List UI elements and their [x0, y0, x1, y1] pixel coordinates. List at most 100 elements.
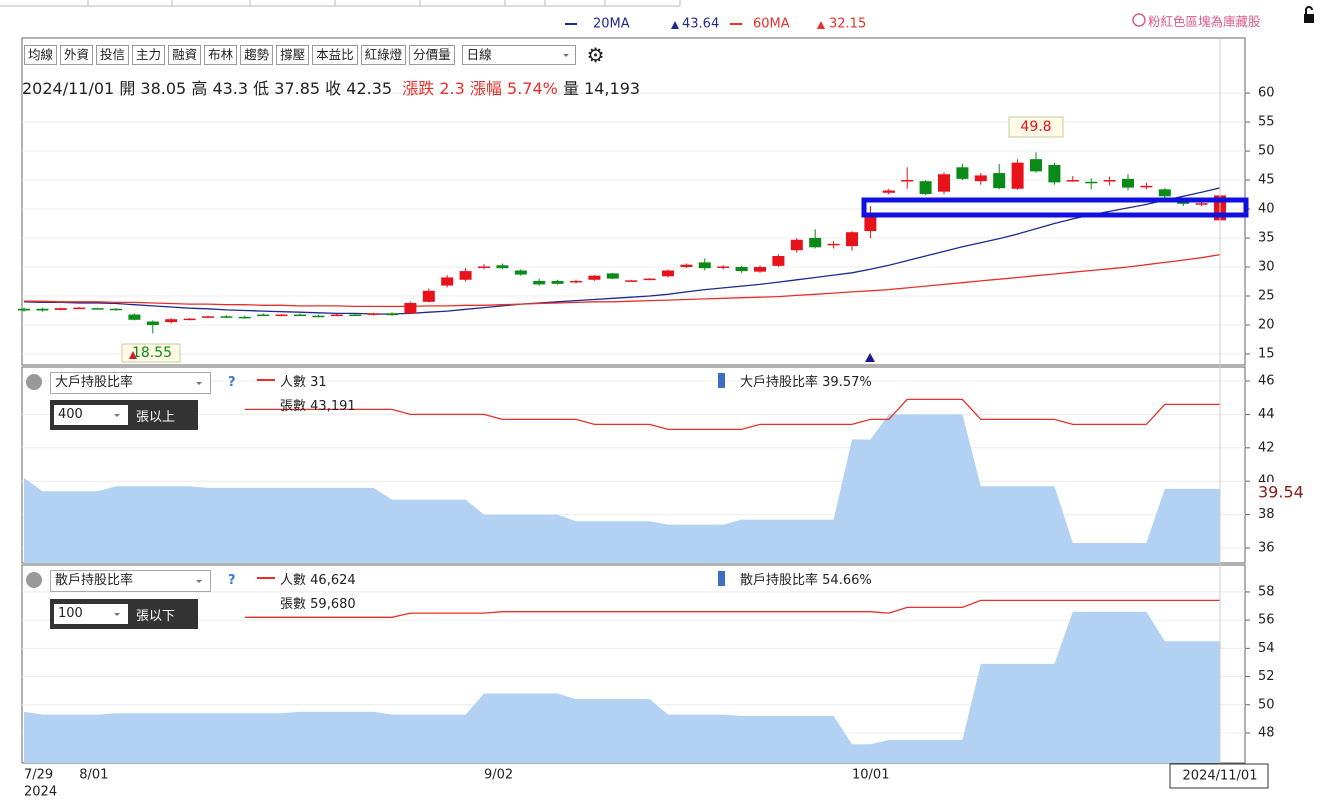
y-tick-label: 20 [1258, 317, 1275, 332]
value: 2.3 [439, 79, 465, 98]
candle-body [275, 314, 288, 317]
candle-body [128, 314, 141, 320]
candle-body [717, 266, 730, 268]
candle-body [36, 308, 49, 311]
candle-body [643, 278, 656, 281]
close-icon[interactable] [26, 374, 42, 390]
label: 張數 [280, 597, 307, 612]
candle-body [588, 275, 601, 280]
low-annotation: 18.55 [132, 345, 172, 361]
value: 31 [310, 375, 327, 390]
line [23, 187, 1221, 315]
legend-swatch [718, 373, 725, 388]
y-tick-label: 15 [1258, 346, 1275, 361]
indicator-select[interactable]: 大戶持股比率 [50, 372, 211, 394]
toolbar-button[interactable]: 分價量 [409, 45, 455, 65]
toolbar: 均線 外資 投信 主力 融資 布林 趨勢 撐壓 本益比 紅綠燈 分價量 日線 ⚙ [24, 43, 605, 67]
area [24, 414, 1220, 563]
settings-icon[interactable]: ⚙ [586, 43, 605, 67]
candle-body [312, 315, 325, 318]
label: 大戶持股比率 [740, 375, 819, 390]
candle-body [18, 308, 30, 311]
candle-body [257, 314, 270, 317]
value: 46,624 [310, 573, 356, 588]
candle-body [496, 265, 509, 269]
help-icon[interactable]: ? [228, 573, 236, 588]
toolbar-button[interactable]: 融資 [168, 45, 202, 65]
candle-body [220, 316, 233, 318]
lock-shackle [1305, 6, 1313, 14]
y-tick-label: 25 [1258, 289, 1275, 304]
threshold-unit: 張以下 [136, 608, 176, 624]
threshold-input[interactable]: 100 [54, 604, 128, 624]
candle-body [864, 213, 877, 232]
label: 低 [253, 79, 270, 98]
highlight-box [861, 197, 1249, 218]
candle-body [809, 238, 822, 248]
close-icon[interactable] [26, 572, 42, 588]
y-tick-label: 50 [1258, 697, 1275, 712]
candle-body [662, 270, 674, 277]
toolbar-button[interactable]: 撐壓 [276, 45, 310, 65]
candle-body [846, 232, 858, 247]
value: 43,191 [310, 399, 356, 414]
candle-body [680, 264, 693, 268]
legend-value: 43.64 [682, 17, 719, 32]
toolbar-button[interactable]: 投信 [96, 45, 130, 65]
y-tick-label: 55 [1258, 115, 1275, 130]
candle-body [606, 273, 619, 279]
candle-body [459, 271, 472, 280]
y-tick-label: 36 [1258, 540, 1275, 555]
date: 2024/11/01 [22, 79, 115, 98]
x-tick-label: 9/02 [484, 768, 513, 783]
period-select[interactable]: 日線 [461, 45, 576, 65]
toolbar-button[interactable]: 本益比 [312, 45, 358, 65]
crosshair-label-box [1169, 763, 1269, 789]
indicator-select[interactable]: 散戶持股比率 [50, 570, 211, 592]
toolbar-button[interactable]: 均線 [24, 45, 58, 65]
toolbar-button[interactable]: 布林 [204, 45, 238, 65]
area [24, 611, 1220, 763]
candle-body [901, 180, 914, 182]
toolbar-button[interactable]: 外資 [60, 45, 94, 65]
help-icon[interactable]: ? [228, 375, 236, 390]
label: 漲幅 [469, 79, 502, 98]
candle-body [754, 267, 766, 272]
legend-ratio: 散戶持股比率 54.66% [740, 569, 872, 588]
toolbar-button[interactable]: 趨勢 [240, 45, 274, 65]
y-tick-label: 60 [1258, 86, 1275, 101]
candle-body [1030, 159, 1042, 172]
tabs [0, 0, 681, 7]
candle-body [698, 262, 711, 269]
x-tick-label: 2024/11/01 [1183, 769, 1258, 784]
y-tick-label: 38 [1258, 507, 1275, 522]
last-value-box [1250, 482, 1316, 504]
label: 量 [562, 79, 579, 98]
candle-body [919, 181, 932, 194]
candle-body [570, 280, 582, 283]
toolbar-button[interactable]: 主力 [132, 45, 166, 65]
threshold-input[interactable]: 400 [54, 405, 128, 425]
candle-body [938, 174, 950, 192]
plot: 1520253035404550556036384042444648505254… [18, 86, 1275, 763]
candle-body [827, 243, 840, 246]
candle-body [238, 316, 251, 319]
toolbar-button[interactable]: 紅綠燈 [360, 45, 407, 65]
candle-body [735, 267, 748, 272]
candle-body [1158, 189, 1171, 197]
threshold-unit: 張以上 [136, 409, 176, 425]
candle-body [349, 314, 362, 317]
legend-ratio: 大戶持股比率 39.57% [740, 371, 872, 390]
candle-body [1066, 180, 1079, 182]
label: 人數 [280, 375, 307, 390]
value: 59,680 [310, 597, 356, 612]
lock-icon[interactable] [1304, 14, 1314, 23]
marker [865, 353, 875, 362]
candle-body [974, 175, 987, 182]
label: 收 [325, 79, 342, 98]
high-annotation-box [1008, 116, 1064, 138]
y-tick-label: 46 [1258, 374, 1275, 389]
y-tick-label: 52 [1258, 669, 1275, 684]
value: 42.35 [346, 79, 393, 98]
